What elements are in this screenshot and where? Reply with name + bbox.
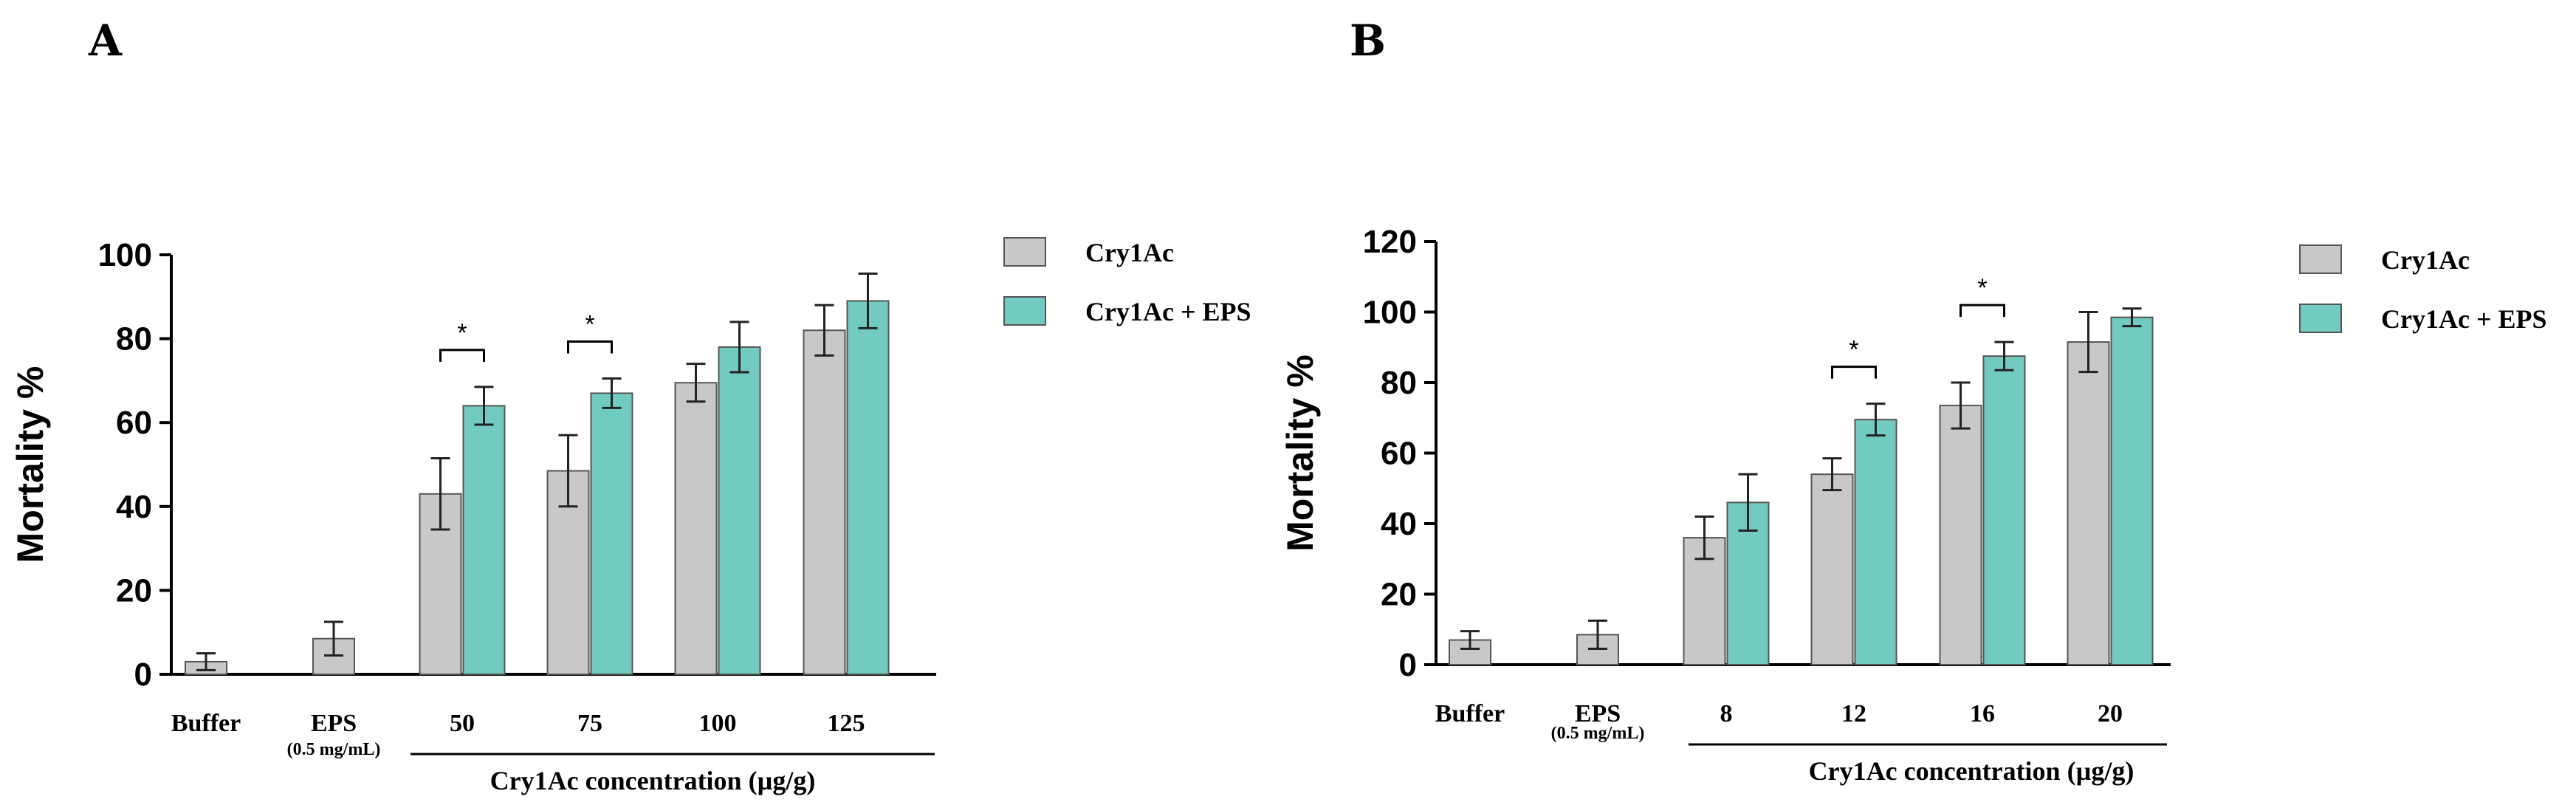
- significance-star: *: [1977, 274, 1987, 302]
- y-tick-label: 0: [134, 657, 152, 693]
- bar-cry1ac-eps: [1854, 419, 1897, 665]
- legend-swatch-cry1ac-eps: [1003, 296, 1046, 326]
- significance-bracket: [567, 340, 613, 354]
- legend-swatch-cry1ac: [2299, 244, 2342, 274]
- x-tick-label: EPS: [1575, 700, 1621, 727]
- significance-star: *: [457, 319, 467, 347]
- y-tick-label: 20: [116, 572, 152, 609]
- panel-b-letter: B: [1350, 16, 1386, 66]
- y-tick-label: 100: [1363, 295, 1417, 331]
- x-tick-sublabel: (0.5 mg/mL): [1551, 724, 1645, 743]
- bar-cry1ac: [674, 382, 718, 675]
- y-tick-label: 20: [1381, 577, 1417, 613]
- bar-cry1ac: [1810, 473, 1854, 666]
- bar-cry1ac: [1939, 405, 1982, 665]
- y-tick-label: 60: [116, 405, 152, 441]
- y-tick-label: 80: [1381, 365, 1417, 401]
- y-tick-label: 120: [1363, 224, 1417, 260]
- panel-b-axes: 0 20 40 60 80 100 120 Mortality % Buffer EPS(0.5 …: [1280, 224, 2547, 786]
- bar-cry1ac: [2067, 341, 2110, 665]
- legend-label: Cry1Ac + EPS: [1085, 297, 1251, 326]
- y-tick-label: 40: [116, 489, 152, 525]
- bar-cry1ac-eps: [590, 392, 633, 675]
- x-tick-label: 16: [1970, 700, 1995, 727]
- x-tick-label: Buffer: [1435, 700, 1505, 727]
- legend-label: Cry1Ac: [1085, 238, 1174, 267]
- bar-cry1ac: [803, 329, 846, 675]
- x-tick-label: EPS: [311, 710, 357, 737]
- bar-cry1ac-eps: [718, 346, 761, 675]
- x-tick-label: 125: [828, 710, 865, 737]
- legend-swatch-cry1ac: [1003, 237, 1046, 267]
- panel-a-letter: A: [88, 16, 123, 66]
- x-tick-label: 20: [2098, 700, 2123, 727]
- y-axis-label: Mortality %: [10, 366, 51, 564]
- x-tick-label: 100: [699, 710, 737, 737]
- y-tick-label: 40: [1381, 506, 1417, 542]
- panel-a: A 0 20 40 60 80 100 Mortality % Buffer EPS (0.5 m…: [10, 16, 1251, 795]
- bar-cry1ac-eps: [1982, 355, 2026, 665]
- y-tick-label: 0: [1399, 647, 1417, 683]
- significance-bracket: [1831, 366, 1877, 379]
- x-tick-label: 12: [1841, 700, 1866, 727]
- x-tick-label: Buffer: [171, 710, 241, 737]
- panel-b: B 0 20 40 60 80 100 120 Mortality % Buffer EPS(0.…: [1280, 16, 2547, 786]
- x-axis-title: Cry1Ac concentration (µg/g): [490, 766, 816, 795]
- x-tick-label: 50: [450, 710, 475, 737]
- significance-star: *: [585, 311, 594, 339]
- legend-label: Cry1Ac + EPS: [2381, 304, 2547, 334]
- significance-bracket: [1960, 304, 2005, 318]
- bar-cry1ac-eps: [846, 300, 890, 675]
- significance-star: *: [1849, 336, 1858, 364]
- x-tick-label: 8: [1720, 700, 1733, 727]
- significance-bracket: [439, 349, 485, 362]
- y-tick-label: 100: [98, 237, 152, 273]
- bar-cry1ac-eps: [2110, 316, 2154, 665]
- legend-label: Cry1Ac: [2381, 245, 2470, 275]
- y-axis-label: Mortality %: [1280, 354, 1321, 552]
- bar-cry1ac-eps: [462, 405, 506, 675]
- legend-swatch-cry1ac-eps: [2299, 304, 2342, 333]
- x-axis-title: Cry1Ac concentration (µg/g): [1809, 756, 2134, 786]
- x-tick-label: 75: [577, 710, 602, 737]
- y-tick-label: 80: [116, 321, 152, 357]
- x-tick-sublabel: (0.5 mg/mL): [287, 740, 381, 759]
- y-tick-label: 60: [1381, 436, 1417, 472]
- panel-a-axes: 0 20 40 60 80 100 Mortality % Buffer EPS (0.5 mg/…: [10, 237, 1251, 795]
